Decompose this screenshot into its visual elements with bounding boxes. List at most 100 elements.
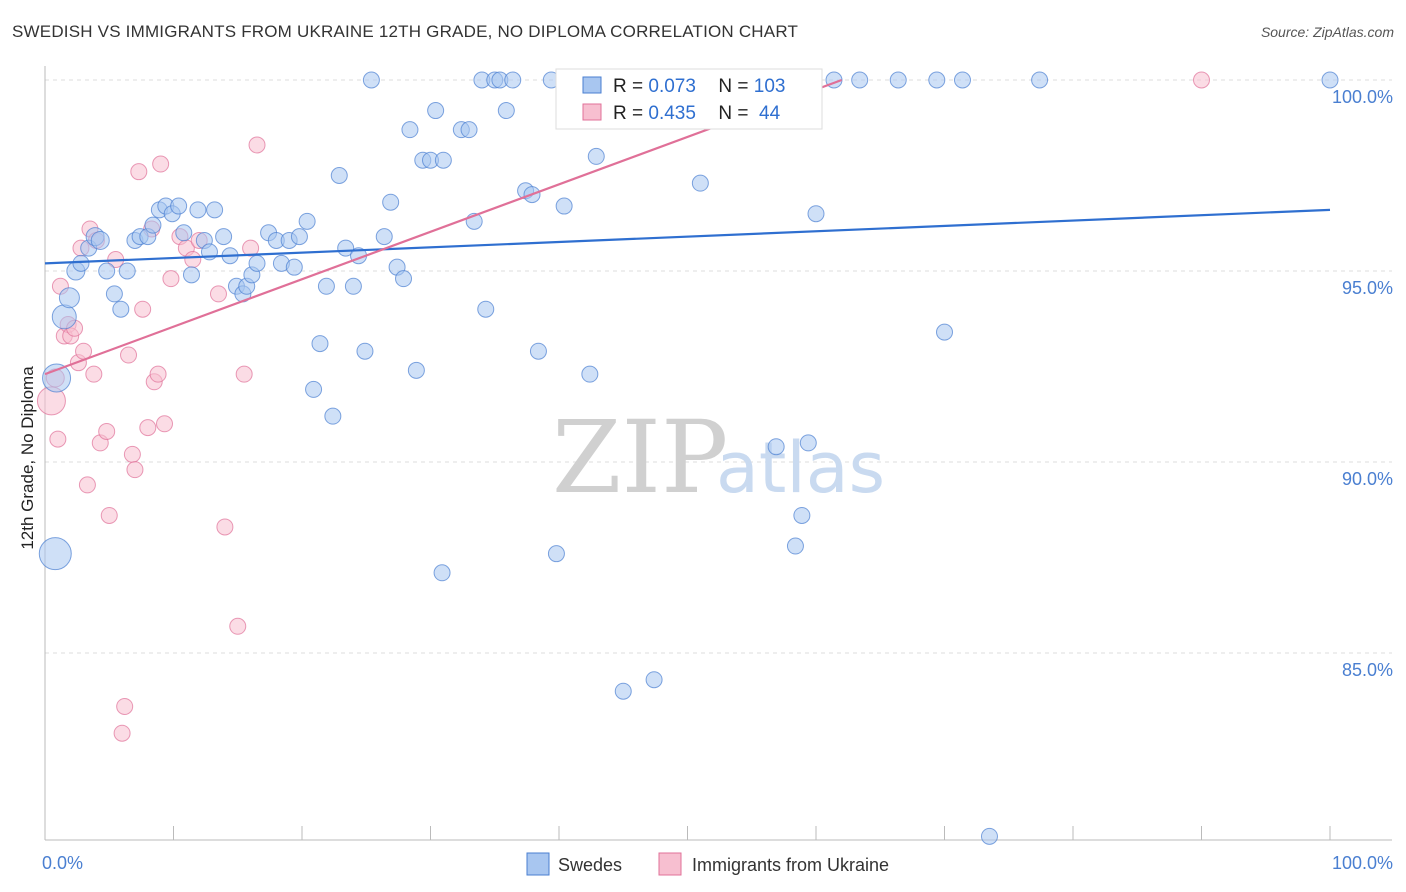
swedes-point-97 <box>889 71 907 89</box>
swedes-point-39 <box>290 228 308 246</box>
ukraine-point-13 <box>85 365 103 383</box>
y-tick-labels: 100.0% 95.0% 90.0% 85.0% <box>1332 87 1393 680</box>
ukraine-point-31 <box>156 415 174 433</box>
ukraine-point-2 <box>49 430 67 448</box>
swedes-point-91 <box>786 537 804 555</box>
swedes-point-94 <box>807 205 825 223</box>
swedes-point-86 <box>691 174 709 192</box>
swedes-point-44 <box>324 407 342 425</box>
stats-box: R = 0.073 N = 103 R = 0.435 N = 44 <box>555 68 823 130</box>
legend-label-swedes: Swedes <box>558 855 622 875</box>
swedes-point-16 <box>144 216 162 234</box>
swedes-point-70 <box>504 71 522 89</box>
swedes-point-12 <box>118 262 136 280</box>
y-tick-label-0: 100.0% <box>1332 87 1393 107</box>
swedes-point-26 <box>206 201 224 219</box>
ukraine-point-32 <box>162 270 180 288</box>
swedes-point-103 <box>1321 71 1339 89</box>
ukraine-point-17 <box>100 506 118 524</box>
ukraine-point-23 <box>126 461 144 479</box>
swedes-point-49 <box>356 342 374 360</box>
swedes-point-73 <box>529 342 547 360</box>
stats-row-pink: R = 0.435 N = 44 <box>613 103 781 124</box>
ukraine-point-35 <box>184 251 202 269</box>
swedes-point-8 <box>90 230 110 250</box>
swedes-point-59 <box>427 102 445 120</box>
x-tick-label-min: 0.0% <box>42 853 83 873</box>
y-axis-label: 12th Grade, No Diploma <box>18 366 37 550</box>
ukraine-point-22 <box>123 445 141 463</box>
watermark-atlas: atlas <box>716 427 885 509</box>
ukraine-point-25 <box>134 300 152 318</box>
swedes-point-3 <box>58 287 80 309</box>
source-label: Source: ZipAtlas.com <box>1260 24 1394 40</box>
swedes-point-40 <box>298 212 316 230</box>
ukraine-point-37 <box>209 285 227 303</box>
ukraine-point-20 <box>116 697 134 715</box>
swedes-point-2 <box>51 304 77 330</box>
ukraine-point-38 <box>216 518 234 536</box>
swedes-point-99 <box>936 323 953 341</box>
stats-swatch-blue <box>582 76 602 94</box>
x-tick-label-max: 100.0% <box>1332 853 1393 873</box>
swedes-point-11 <box>112 300 130 318</box>
swedes-point-22 <box>182 266 200 284</box>
swedes-point-102 <box>1031 71 1049 89</box>
y-tick-label-2: 90.0% <box>1342 469 1393 489</box>
legend-swatch-swedes <box>526 852 550 876</box>
ukraine-point-24 <box>130 163 148 181</box>
swedes-point-1 <box>38 537 72 571</box>
ukraine-point-43 <box>1193 71 1210 89</box>
ukraine-point-19 <box>113 724 131 742</box>
swedes-point-63 <box>460 121 478 139</box>
swedes-point-54 <box>395 270 413 288</box>
swedes-point-20 <box>170 197 188 215</box>
swedes-point-0 <box>42 363 72 393</box>
swedes-point-38 <box>285 258 303 276</box>
swedes-point-93 <box>799 434 817 452</box>
swedes-point-76 <box>555 197 573 215</box>
swedes-point-96 <box>851 71 869 89</box>
x-tick-labels: 0.0% 100.0% <box>42 853 1393 873</box>
swedes-point-55 <box>401 121 419 139</box>
watermark-zip: ZIP <box>552 399 728 516</box>
swedes-point-45 <box>330 167 348 184</box>
swedes-point-56 <box>407 361 425 379</box>
ukraine-point-11 <box>78 476 96 494</box>
legend: Swedes Immigrants from Ukraine <box>526 852 889 876</box>
swedes-point-90 <box>767 438 785 456</box>
swedes-point-78 <box>581 365 599 383</box>
swedes-point-27 <box>215 228 233 246</box>
swedes-point-23 <box>189 201 207 219</box>
swedes-point-61 <box>434 151 452 169</box>
swedes-point-21 <box>175 224 193 242</box>
legend-swatch-ukraine <box>658 852 682 876</box>
swedes-point-81 <box>614 682 632 700</box>
ukraine-point-30 <box>152 155 170 173</box>
y-tick-label-3: 85.0% <box>1342 660 1393 680</box>
swedes-point-42 <box>311 335 329 353</box>
swedes-point-69 <box>497 102 515 120</box>
swedes-trend-line <box>44 208 1331 265</box>
swedes-point-10 <box>105 285 123 303</box>
swedes-point-79 <box>587 147 605 165</box>
chart-title: SWEDISH VS IMMIGRANTS FROM UKRAINE 12TH … <box>12 22 799 41</box>
swedes-point-52 <box>382 193 400 211</box>
swedes-point-101 <box>980 827 998 845</box>
ukraine-point-42 <box>248 136 266 154</box>
swedes-point-47 <box>344 277 362 295</box>
stats-row-blue: R = 0.073 N = 103 <box>613 76 785 97</box>
swedes-point-5 <box>72 254 90 272</box>
swedes-point-66 <box>477 300 495 318</box>
swedes-point-33 <box>248 254 266 272</box>
swedes-point-100 <box>953 71 971 89</box>
swedes-point-41 <box>305 380 323 398</box>
stats-swatch-pink <box>582 103 602 121</box>
ukraine-point-39 <box>229 617 247 635</box>
swedes-point-92 <box>793 506 811 524</box>
swedes-point-50 <box>362 71 380 89</box>
swedes-point-9 <box>98 262 116 280</box>
swedes-point-43 <box>317 277 335 295</box>
axes <box>44 66 1392 841</box>
